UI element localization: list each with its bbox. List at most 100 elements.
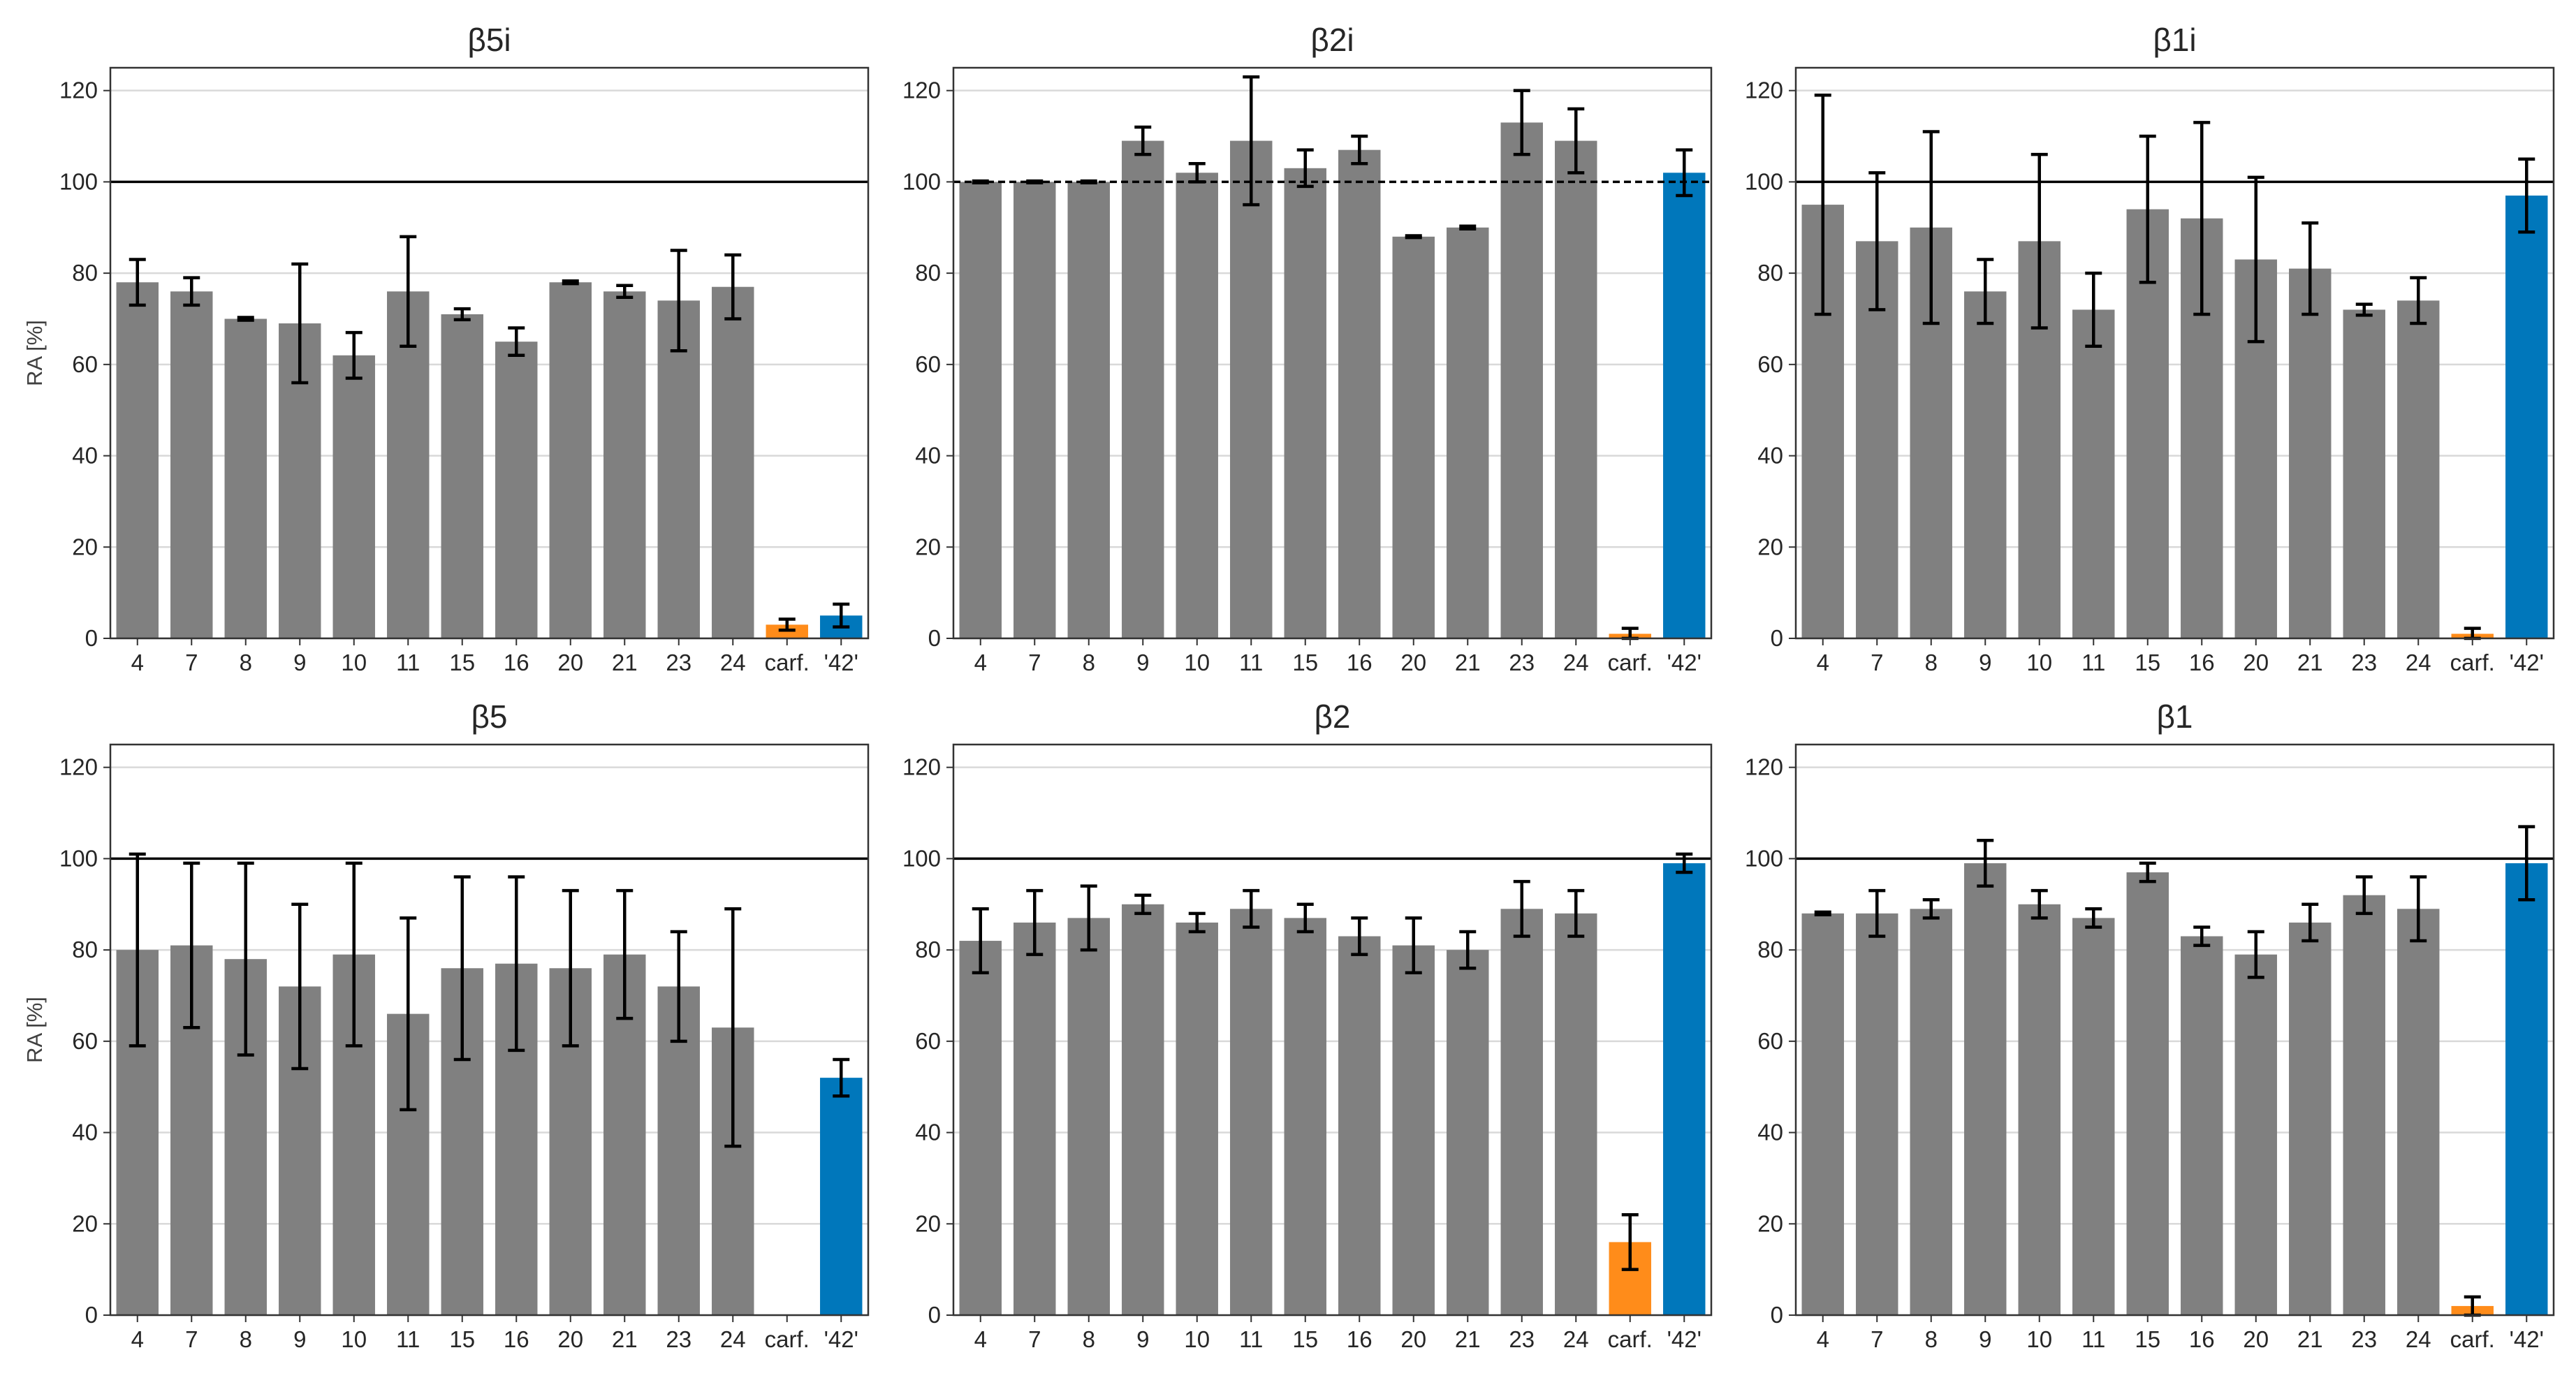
error-bar [345, 861, 363, 1048]
bar-42[interactable] [2505, 196, 2548, 638]
error-bar [2030, 888, 2048, 920]
bar-11[interactable] [1230, 140, 1273, 639]
bar-20[interactable] [1392, 945, 1435, 1315]
error-bar [2518, 825, 2535, 902]
error-bar [972, 907, 989, 975]
bar-9[interactable] [1964, 291, 2007, 638]
x-tick-label: 10 [341, 1326, 367, 1352]
bar-21[interactable] [2289, 922, 2332, 1315]
bar-21[interactable] [2289, 268, 2332, 639]
bar-23[interactable] [2343, 309, 2385, 638]
bar-10[interactable] [1176, 922, 1218, 1315]
bar-23[interactable] [1500, 909, 1543, 1315]
bar-20[interactable] [549, 282, 592, 638]
bar-15[interactable] [1284, 168, 1326, 639]
y-tick-label: 100 [59, 168, 98, 194]
error-bar [670, 249, 687, 353]
x-tick-label: 4 [131, 650, 144, 675]
bar-11[interactable] [387, 291, 430, 638]
bar-23[interactable] [1500, 122, 1543, 638]
bar-9[interactable] [1964, 863, 2007, 1315]
bar-15[interactable] [441, 314, 483, 638]
bar-11[interactable] [2072, 309, 2115, 638]
y-tick-label: 60 [915, 351, 941, 377]
bar-10[interactable] [332, 355, 375, 638]
x-tick-label: carf. [765, 650, 810, 675]
x-tick-label: 7 [1028, 650, 1041, 675]
bar-24[interactable] [1555, 913, 1597, 1315]
error-bar [1134, 125, 1152, 156]
y-tick-label: 20 [1757, 1210, 1783, 1236]
panel-5: 0 20 40 60 80 100 120 4 7 8 9 10 11 15 16 20 21 23 24 carf.… [902, 698, 1713, 1352]
bar-24[interactable] [2397, 300, 2440, 638]
panel-title: β5 [471, 698, 507, 735]
x-tick-label: 24 [720, 650, 746, 675]
bar-10[interactable] [1176, 173, 1218, 638]
bar-8[interactable] [1067, 182, 1110, 638]
y-tick-label: 100 [902, 168, 941, 194]
bar-16[interactable] [495, 342, 538, 638]
error-bar [1977, 839, 1994, 888]
bar-20[interactable] [1392, 236, 1435, 638]
x-tick-label: 9 [1979, 650, 1991, 675]
x-tick-label: carf. [765, 1326, 810, 1352]
x-tick-label: '42' [824, 1326, 858, 1352]
error-bar [1405, 916, 1422, 975]
bar-4[interactable] [959, 182, 1002, 638]
bar-21[interactable] [603, 291, 646, 638]
bar-7[interactable] [170, 291, 213, 638]
error-bar [2410, 875, 2427, 943]
bar-11[interactable] [2072, 918, 2115, 1315]
x-tick-label: 8 [1925, 650, 1938, 675]
x-tick-label: 23 [1509, 650, 1535, 675]
bar-16[interactable] [1338, 936, 1381, 1315]
bar-16[interactable] [1338, 149, 1381, 638]
bar-15[interactable] [2126, 872, 2169, 1315]
error-bar [1621, 626, 1639, 640]
x-tick-label: 16 [1347, 650, 1373, 675]
y-tick-label: 80 [1757, 260, 1783, 286]
x-tick-label: 11 [2081, 650, 2105, 675]
bar-42[interactable] [1663, 863, 1706, 1315]
error-bar [724, 907, 742, 1148]
bar-42[interactable] [2505, 863, 2548, 1315]
axes-frame [1794, 743, 2555, 1317]
x-tick-label: 11 [2081, 1326, 2105, 1352]
x-tick-label: 11 [396, 650, 420, 675]
bar-16[interactable] [2181, 936, 2223, 1315]
bar-8[interactable] [1067, 918, 1110, 1315]
bar-20[interactable] [2234, 954, 2277, 1315]
bar-24[interactable] [712, 286, 754, 638]
bar-7[interactable] [1013, 922, 1056, 1315]
error-bar [2518, 157, 2535, 234]
bar-7[interactable] [1013, 182, 1056, 638]
bar-8[interactable] [224, 318, 267, 638]
bar-15[interactable] [1284, 918, 1326, 1315]
error-bar [129, 258, 146, 307]
bar-9[interactable] [1122, 904, 1164, 1315]
error-bar [508, 326, 525, 358]
x-tick-label: 23 [666, 650, 691, 675]
bar-4[interactable] [959, 941, 1002, 1315]
bar-4[interactable] [1801, 913, 1844, 1315]
bar-21[interactable] [1447, 950, 1489, 1315]
bar-11[interactable] [1230, 909, 1273, 1315]
y-tick-label: 20 [915, 1210, 941, 1236]
bar-4[interactable] [116, 282, 159, 638]
bar-23[interactable] [2343, 895, 2385, 1315]
bar-7[interactable] [1856, 913, 1898, 1315]
bar-9[interactable] [1122, 140, 1164, 639]
y-axis-label: RA [%] [22, 320, 47, 386]
bar-10[interactable] [2018, 904, 2061, 1315]
x-tick-label: '42' [1667, 650, 1702, 675]
bar-21[interactable] [1447, 227, 1489, 638]
error-bar [291, 902, 309, 1071]
bar-24[interactable] [1555, 140, 1597, 639]
error-bar [616, 888, 634, 1020]
bar-42[interactable] [820, 1078, 863, 1315]
bar-24[interactable] [2397, 909, 2440, 1315]
error-bar [833, 602, 850, 629]
bar-42[interactable] [1663, 173, 1706, 638]
bar-8[interactable] [1910, 909, 1952, 1315]
bar-23[interactable] [657, 300, 700, 638]
